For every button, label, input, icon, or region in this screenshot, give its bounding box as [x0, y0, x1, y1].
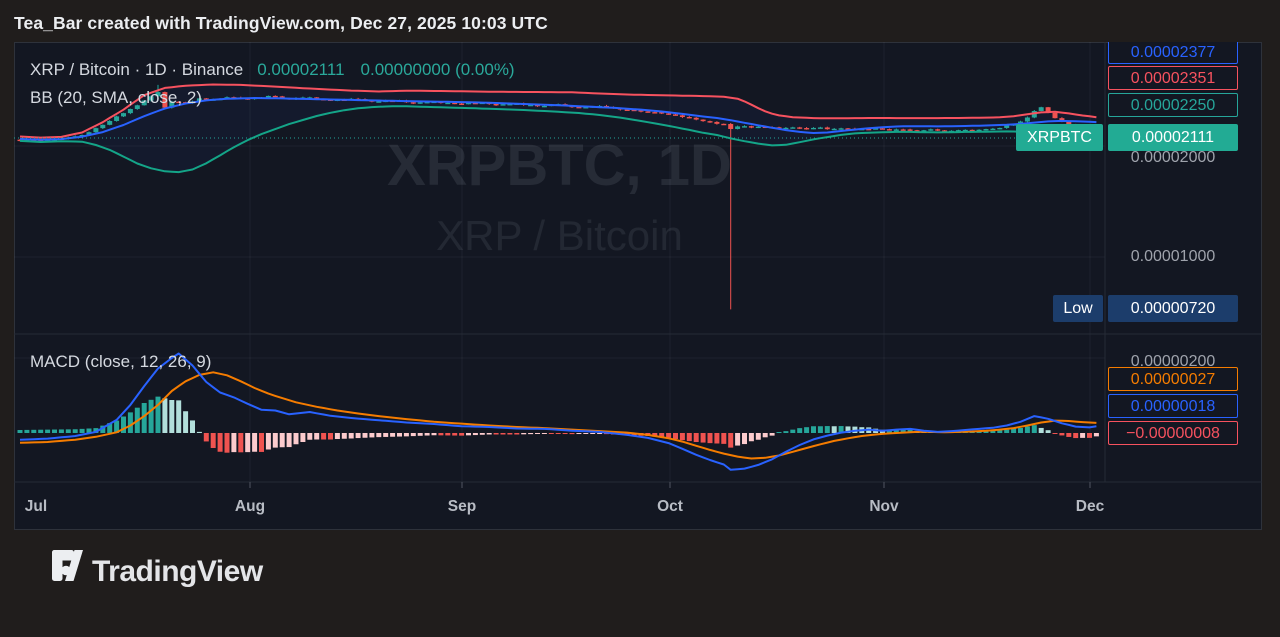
price-scale-label: 0.00002351	[1108, 66, 1238, 90]
legend-symbol-row[interactable]: XRP / Bitcoin · 1D · Binance 0.00002111 0.…	[30, 60, 515, 80]
chart-canvas[interactable]	[14, 42, 1262, 530]
tradingview-logo-icon[interactable]	[52, 550, 83, 592]
macd-scale-label: 0.00000027	[1108, 367, 1238, 391]
chart-panel[interactable]: XRPBTC, 1D XRP / Bitcoin XRP / Bitcoin ·…	[14, 42, 1262, 530]
legend-change-value: 0.00000000 (0.00%)	[360, 60, 515, 79]
legend-symbol[interactable]: XRP / Bitcoin · 1D · Binance	[30, 60, 244, 79]
price-scale-label: 0.00002000	[1130, 149, 1216, 166]
time-axis-label: Jul	[24, 498, 48, 515]
price-scale-label: 0.00002250	[1108, 93, 1238, 117]
macd-scale-label: 0.00000018	[1108, 394, 1238, 418]
legend-bb[interactable]: BB (20, SMA, close, 2)	[30, 88, 202, 107]
price-scale-label: 0.00000720	[1108, 295, 1238, 322]
time-axis-label: Sep	[447, 498, 477, 515]
price-scale-label: 0.00002377	[1108, 42, 1238, 64]
macd-scale-label: 0.00000200	[1130, 353, 1216, 370]
time-axis-label: Oct	[657, 498, 683, 515]
legend-last-value: 0.00002111	[257, 60, 345, 79]
price-scale-label: 0.00001000	[1130, 248, 1216, 265]
time-axis-label: Nov	[869, 498, 899, 515]
time-axis-label: Dec	[1075, 498, 1105, 515]
page-title: Tea_Bar created with TradingView.com, De…	[14, 13, 548, 33]
legend-macd[interactable]: MACD (close, 12, 26, 9)	[30, 352, 212, 371]
macd-scale-label: −0.00000008	[1108, 421, 1238, 445]
price-scale-label: 0.00002111	[1108, 124, 1238, 151]
time-axis-label: Aug	[234, 498, 266, 515]
low-marker-chip: Low	[1053, 295, 1103, 322]
footer-bar: TradingView	[0, 530, 1280, 637]
tradingview-wordmark[interactable]: TradingView	[92, 555, 263, 588]
symbol-chip: XRPBTC	[1016, 124, 1103, 151]
